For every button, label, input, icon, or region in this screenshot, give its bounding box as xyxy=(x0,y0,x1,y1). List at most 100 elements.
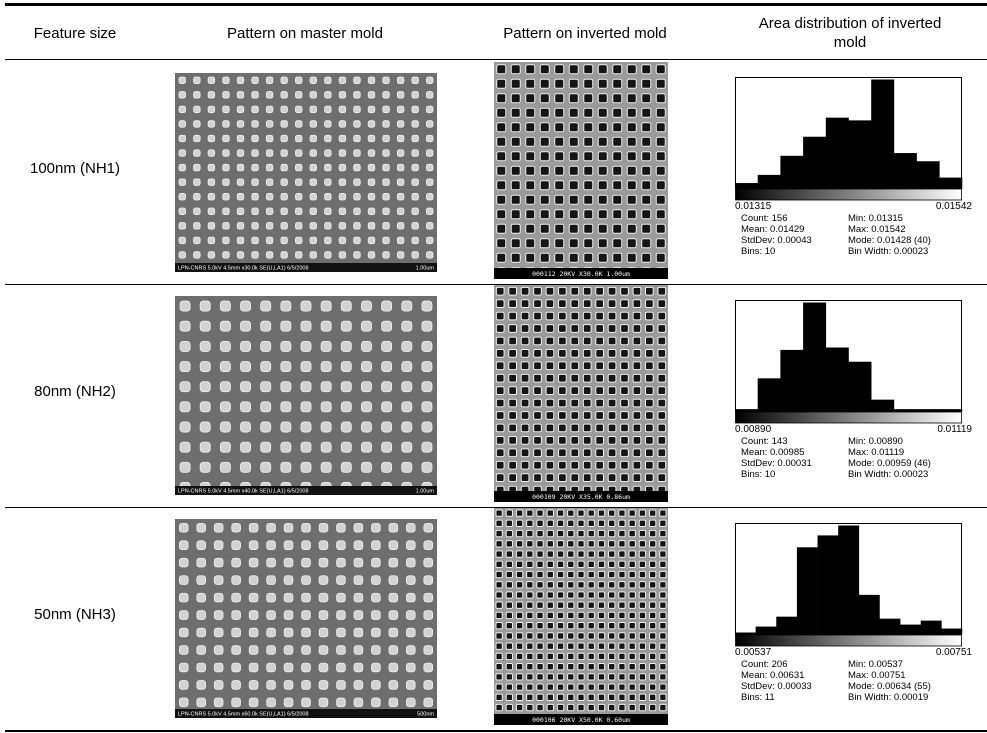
sem-hole xyxy=(608,540,616,548)
sem-hole xyxy=(587,662,595,671)
histogram-stat: Count: 206 xyxy=(741,659,788,670)
histogram-max: 0.00751 xyxy=(935,647,972,658)
top-rule xyxy=(5,3,987,6)
sem-hole xyxy=(597,223,608,234)
sem-dot xyxy=(179,340,191,352)
sem-hole xyxy=(620,361,629,371)
sem-hole xyxy=(595,286,604,296)
sem-hole xyxy=(655,180,666,191)
sem-hole xyxy=(608,622,616,630)
sem-hole xyxy=(657,386,667,395)
sem-dot xyxy=(423,575,434,585)
sem-hole xyxy=(556,703,565,712)
sem-dot xyxy=(207,163,216,172)
histogram-bar xyxy=(757,174,781,189)
sem-dot xyxy=(196,522,206,533)
sem-hole xyxy=(638,570,647,579)
sem-dot xyxy=(388,627,399,638)
sem-hole xyxy=(648,642,657,650)
sem-hole xyxy=(648,652,657,661)
sem-hole xyxy=(628,683,636,691)
sem-hole xyxy=(526,509,534,517)
sem-hole xyxy=(495,423,505,433)
sem-hole xyxy=(577,509,585,517)
sem-hole xyxy=(505,611,514,620)
sem-hole xyxy=(641,180,652,191)
sem-dot xyxy=(283,592,294,603)
sem-dot xyxy=(353,680,364,690)
sem-dot xyxy=(193,236,201,245)
sem-hole xyxy=(645,436,654,445)
sem-hole xyxy=(520,460,530,470)
sem-hole xyxy=(595,411,604,420)
sem-hole xyxy=(626,107,637,118)
histogram-bar xyxy=(803,136,827,189)
sem-dot xyxy=(381,421,393,433)
sem-dot xyxy=(309,91,317,99)
sem-hole xyxy=(508,361,517,371)
sem-hole xyxy=(608,519,616,528)
sem-hole xyxy=(508,286,517,296)
sem-dot xyxy=(251,222,259,230)
sem-hole xyxy=(638,540,647,548)
sem-dot xyxy=(213,645,224,655)
sem-hole xyxy=(595,423,604,433)
sem-dot xyxy=(236,222,245,230)
sem-hole xyxy=(568,209,579,220)
sem-hole xyxy=(583,78,594,89)
sem-dot xyxy=(340,381,352,393)
histogram-bar xyxy=(871,399,895,412)
sem-dot xyxy=(336,697,346,708)
sem-hole xyxy=(645,361,654,371)
sem-hole xyxy=(595,460,604,470)
sem-hole xyxy=(659,683,667,691)
sem-dot xyxy=(382,91,390,99)
caption-bar xyxy=(175,263,437,272)
sem-hole xyxy=(495,550,503,558)
sem-hole xyxy=(505,519,514,528)
sem-dot xyxy=(309,149,317,157)
sem-hole xyxy=(597,209,608,220)
sem-hole xyxy=(597,136,608,147)
histogram-stat: StdDev: 0.00031 xyxy=(741,458,812,469)
sem-dot xyxy=(199,421,211,433)
sem-hole xyxy=(583,194,594,205)
sem-dot xyxy=(248,627,259,638)
sem-dot xyxy=(318,575,329,585)
sem-dot xyxy=(248,610,259,620)
sem-hole xyxy=(546,652,554,661)
sem-hole xyxy=(641,78,652,89)
sem-hole xyxy=(525,122,536,133)
histogram-bar xyxy=(755,626,777,635)
sem-hole xyxy=(545,311,555,321)
sem-dot xyxy=(421,361,433,372)
sem-hole xyxy=(587,693,595,702)
sem-hole xyxy=(597,611,606,620)
sem-dot xyxy=(251,105,259,114)
sem-hole xyxy=(536,591,544,599)
sem-dot xyxy=(240,421,251,433)
sem-hole xyxy=(533,436,542,445)
sem-hole xyxy=(508,423,517,433)
sem-hole xyxy=(659,509,667,517)
sem-dot xyxy=(178,251,186,259)
sem-hole xyxy=(597,693,606,702)
sem-hole xyxy=(612,107,623,118)
sem-hole xyxy=(495,411,505,420)
sem-hole xyxy=(645,386,654,395)
sem-dot xyxy=(301,575,311,585)
histogram-bar xyxy=(893,409,917,412)
sem-hole xyxy=(539,252,550,263)
sem-hole xyxy=(554,194,565,205)
sem-dot xyxy=(324,207,332,215)
sem-dot xyxy=(280,178,288,186)
sem-dot xyxy=(421,401,433,413)
sem-hole xyxy=(628,611,636,620)
sem-hole xyxy=(597,642,606,650)
sem-hole xyxy=(595,448,604,458)
sem-hole xyxy=(558,386,567,395)
sem-hole xyxy=(648,622,657,630)
sem-hole xyxy=(515,529,524,538)
sem-hole xyxy=(568,180,579,191)
sem-dot xyxy=(336,557,346,568)
